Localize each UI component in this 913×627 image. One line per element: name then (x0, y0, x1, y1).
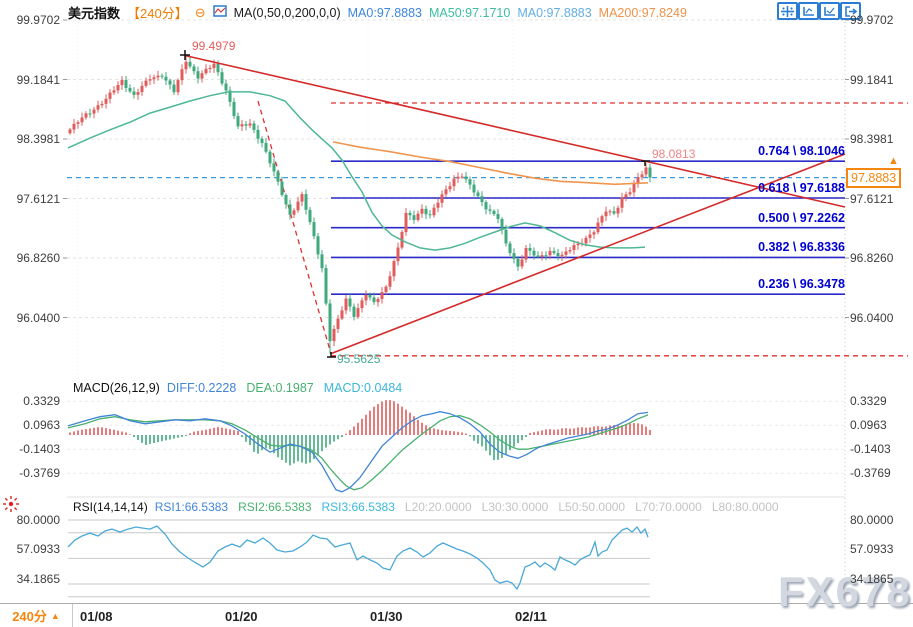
timeframe-label: 【240分】 (127, 6, 188, 21)
y-axis-label-left: 96.8260 (16, 251, 60, 266)
ma200-value: MA200:97.8249 (598, 5, 687, 20)
current-price-tag: 97.8883 (846, 168, 902, 188)
x-axis-date-label: 01/20 (225, 609, 258, 624)
y-axis-label-right: 99.1841 (850, 72, 894, 87)
rsi-header: RSI(14,14,14) RSI1:66.5383 RSI2:66.5383 RS… (73, 500, 789, 514)
ma0-value: MA0:97.8883 (347, 5, 422, 20)
rsi-axis-label-right: 34.1865 (850, 571, 894, 586)
macd-axis-label-right: -0.1403 (850, 442, 891, 457)
main-chart-header: 美元指数 【240分】 ⊖ MA(0,50,0,200,0,0) MA0:97.… (68, 3, 687, 22)
indicator-value: L50:50.0000 (558, 500, 626, 514)
y-axis-label-left: 97.6121 (16, 191, 60, 206)
minus-circle-icon[interactable]: ⊖ (194, 5, 206, 20)
fib-level-label: 0.382 \ 96.8336 (758, 240, 845, 255)
y-axis-label-left: 99.1841 (16, 72, 60, 87)
move-crosshair-icon[interactable] (777, 2, 798, 20)
y-axis-label-right: 98.3981 (850, 132, 894, 146)
price-up-arrow-icon: ▲ (888, 155, 899, 167)
macd-header: MACD(26,12,9) DIFF:0.2228 DEA:0.1987 MACD:… (73, 381, 412, 395)
rsi-axis-label-right: 80.0000 (850, 513, 894, 527)
x-axis-date-label: 01/08 (80, 609, 113, 624)
fib-level-label: 0.500 \ 97.2262 (758, 210, 845, 225)
ma50-value: MA50:97.1710 (429, 5, 511, 20)
indicator-value: DIFF:0.2228 (166, 381, 237, 395)
indicator-value: RSI2:66.5383 (238, 500, 312, 514)
y-axis-label-left: 98.3981 (16, 132, 60, 146)
swing-price-label: 95.5625 (337, 352, 381, 366)
macd-title: MACD(26,12,9) (73, 381, 160, 395)
rsi-title: RSI(14,14,14) (73, 500, 148, 514)
x-axis-date-label: 01/30 (370, 609, 403, 624)
macd-axis-label-right: 0.3329 (850, 394, 887, 409)
y-axis-label-right: 96.0400 (850, 310, 894, 325)
ma-formula: MA(0,50,0,200,0,0) (233, 5, 341, 20)
macd-axis-label-left: -0.3769 (19, 466, 60, 481)
macd-values: DIFF:0.2228 DEA:0.1987 MACD:0.0484 (167, 381, 412, 395)
watermark: FX678 (778, 568, 912, 615)
symbol-name: 美元指数 (68, 6, 121, 21)
macd-axis-label-right: 0.0963 (850, 418, 887, 433)
axis-zoom-in-icon[interactable] (819, 2, 840, 20)
indicator-settings-sun-icon[interactable] (2, 495, 20, 513)
rsi-axis-label-right: 57.0933 (850, 542, 894, 557)
indicator-value: MACD:0.0484 (323, 381, 403, 395)
macd-axis-label-left: 0.0963 (23, 418, 60, 433)
indicator-value: L20:20.0000 (404, 500, 472, 514)
macd-axis-label-right: -0.3769 (850, 466, 891, 481)
rsi-values: RSI1:66.5383 RSI2:66.5383 RSI3:66.5383 L20:… (155, 500, 789, 514)
mini-chart-icon[interactable] (212, 5, 227, 20)
indicator-value: RSI1:66.5383 (154, 500, 229, 514)
y-axis-label-right: 96.8260 (850, 251, 894, 266)
y-axis-label-left: 96.0400 (16, 310, 60, 325)
y-axis-label-left: 99.9702 (16, 13, 60, 27)
fib-level-label: 0.236 \ 96.3478 (758, 277, 845, 292)
timeframe-text: 240分 (12, 609, 47, 624)
rsi-axis-label-left: 34.1865 (16, 571, 60, 586)
fib-level-label: 0.764 \ 98.1046 (758, 144, 845, 159)
indicator-value: L70:70.0000 (635, 500, 702, 514)
rsi-axis-label-left: 57.0933 (16, 542, 60, 557)
indicator-value: DEA:0.1987 (246, 381, 314, 395)
macd-axis-label-left: 0.3329 (23, 394, 60, 409)
timeframe-selector[interactable]: 240分 ▲ (0, 604, 73, 627)
timeframe-arrow-icon: ▲ (50, 610, 60, 621)
y-axis-label-right: 97.6121 (850, 191, 894, 206)
swing-price-label: 99.4979 (192, 39, 236, 53)
y-axis-label-right: 99.9702 (850, 13, 894, 27)
macd-axis-label-left: -0.1403 (19, 442, 60, 457)
export-chart-icon[interactable] (840, 2, 861, 20)
indicator-value: RSI3:66.5383 (321, 500, 395, 514)
x-axis-date-label: 02/11 (515, 609, 547, 624)
fib-level-label: 0.618 \ 97.6188 (758, 181, 845, 195)
indicator-value: L80:80.0000 (711, 500, 779, 514)
ma0b-value: MA0:97.8883 (517, 5, 592, 20)
indicator-value: L30:30.0000 (481, 500, 549, 514)
time-axis-bar: 240分 ▲ 01/08 01/20 01/30 02/11 (0, 603, 913, 627)
rsi-axis-label-left: 80.0000 (16, 513, 60, 527)
axis-zoom-out-icon[interactable] (798, 2, 819, 20)
swing-price-label: 98.0813 (652, 147, 696, 161)
